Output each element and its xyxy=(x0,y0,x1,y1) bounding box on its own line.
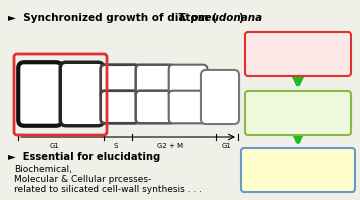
Text: G1: G1 xyxy=(222,142,232,148)
Text: replenishment: replenishment xyxy=(255,115,341,125)
Text: S: S xyxy=(114,142,118,148)
FancyBboxPatch shape xyxy=(136,91,174,124)
Text: Molecular & Cellular prcesses-: Molecular & Cellular prcesses- xyxy=(14,174,151,183)
FancyBboxPatch shape xyxy=(245,92,351,135)
FancyBboxPatch shape xyxy=(60,63,104,126)
Text: ►  Essential for elucidating: ► Essential for elucidating xyxy=(8,151,160,161)
Text: ►  Synchronized growth of diatom (: ► Synchronized growth of diatom ( xyxy=(8,13,217,23)
Text: Fluorescence imaging: Fluorescence imaging xyxy=(240,159,356,168)
Text: silicate: silicate xyxy=(277,101,319,111)
Text: G1: G1 xyxy=(50,142,60,148)
Text: G2 + M: G2 + M xyxy=(157,142,183,148)
FancyBboxPatch shape xyxy=(241,148,355,192)
Text: ): ) xyxy=(238,13,243,23)
FancyBboxPatch shape xyxy=(201,71,239,124)
Text: starvation: starvation xyxy=(270,57,326,67)
Text: 24 h of silicate: 24 h of silicate xyxy=(257,43,339,53)
FancyBboxPatch shape xyxy=(136,65,174,98)
FancyBboxPatch shape xyxy=(101,91,139,124)
FancyBboxPatch shape xyxy=(245,33,351,77)
Text: T. pseudonana: T. pseudonana xyxy=(178,13,262,23)
FancyBboxPatch shape xyxy=(169,91,207,124)
FancyBboxPatch shape xyxy=(169,65,207,98)
Text: Biochemical,: Biochemical, xyxy=(14,164,72,173)
Text: Flow cytometry: Flow cytometry xyxy=(256,172,339,181)
FancyBboxPatch shape xyxy=(101,65,139,98)
FancyBboxPatch shape xyxy=(18,63,62,126)
Text: related to silicated cell-wall synthesis . . .: related to silicated cell-wall synthesis… xyxy=(14,184,202,193)
